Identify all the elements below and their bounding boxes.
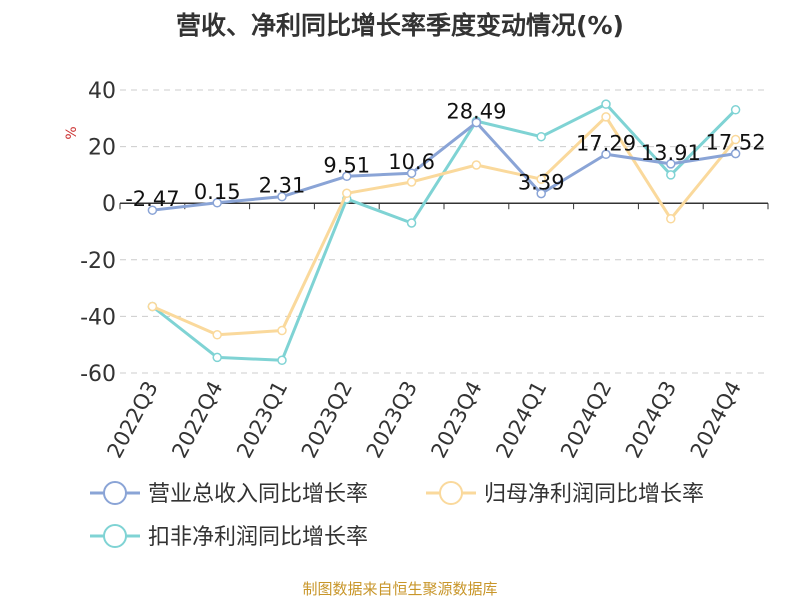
data-point [277, 325, 287, 336]
x-tick-label: 2022Q4 [167, 377, 227, 462]
data-label: 10.6 [388, 150, 435, 174]
y-tick-label: -20 [80, 249, 116, 274]
legend-item[interactable]: 营业总收入同比增长率 [90, 481, 368, 507]
x-tick-label: 2023Q4 [426, 377, 486, 462]
data-point [212, 352, 222, 363]
data-point [212, 330, 222, 340]
data-point [601, 149, 611, 160]
data-point [147, 205, 158, 215]
legend-label: 扣非净利润同比增长率 [148, 525, 368, 550]
data-point [277, 191, 287, 202]
data-label: 17.29 [576, 131, 636, 155]
x-tick-label: 2024Q3 [621, 377, 681, 462]
y-tick-label: 0 [102, 192, 116, 217]
x-tick-label: 2024Q2 [556, 377, 616, 462]
data-point [342, 171, 352, 182]
data-point [471, 160, 482, 170]
data-point [666, 214, 676, 224]
y-axis-label: % [64, 126, 80, 139]
legend-marker [103, 481, 127, 505]
data-point [471, 117, 482, 128]
legend-label: 营业总收入同比增长率 [148, 482, 368, 507]
data-label: 28.49 [446, 100, 506, 124]
data-point [536, 188, 546, 199]
data-point [342, 188, 352, 199]
data-point [212, 198, 222, 208]
data-point [406, 177, 417, 187]
y-tick-label: -40 [80, 305, 116, 330]
data-label: -2.47 [125, 187, 179, 211]
data-point [601, 112, 611, 122]
source-note: 制图数据来自恒生聚源数据库 [302, 580, 497, 598]
series-line [151, 115, 737, 337]
data-point [406, 168, 417, 178]
data-point [147, 301, 158, 312]
x-tick-label: 2024Q4 [686, 377, 746, 462]
data-point [406, 218, 417, 228]
data-point [601, 99, 611, 109]
data-label: 3.39 [518, 171, 565, 195]
data-point [666, 170, 676, 180]
data-point [730, 148, 741, 159]
series-line [152, 121, 736, 212]
legend-marker [439, 481, 463, 505]
data-point [730, 134, 741, 145]
chart-title: 营收、净利同比增长率季度变动情况(%) [176, 11, 624, 40]
data-point [730, 105, 741, 115]
y-tick-label: 20 [88, 136, 116, 161]
legend-marker [103, 524, 127, 548]
data-label: 17.52 [706, 131, 766, 155]
data-point [666, 159, 676, 169]
data-label: 13.91 [641, 141, 701, 165]
data-labels: -2.47 0.15 2.31 9.51 10.6 28.49 3.39 17.29 13.91… [125, 100, 765, 212]
data-point [277, 355, 287, 366]
y-tick-label: -60 [80, 362, 116, 387]
x-tick-label: 2023Q3 [362, 377, 422, 462]
legend-label: 归母净利润同比增长率 [484, 482, 704, 507]
x-tick-label: 2023Q2 [297, 377, 357, 462]
legend-item[interactable]: 归母净利润同比增长率 [426, 481, 704, 507]
data-point [536, 174, 546, 184]
data-label: 2.31 [259, 174, 306, 198]
x-tick-label: 2023Q1 [232, 377, 292, 462]
data-label: 9.51 [323, 153, 370, 177]
x-tick-label: 2024Q1 [491, 377, 551, 462]
data-point [536, 131, 546, 142]
series-layer [147, 99, 741, 366]
data-label: 0.15 [194, 180, 241, 204]
legend-item[interactable]: 扣非净利润同比增长率 [90, 524, 368, 550]
y-tick-label: 40 [88, 79, 116, 104]
x-tick-label: 2022Q3 [102, 377, 162, 462]
